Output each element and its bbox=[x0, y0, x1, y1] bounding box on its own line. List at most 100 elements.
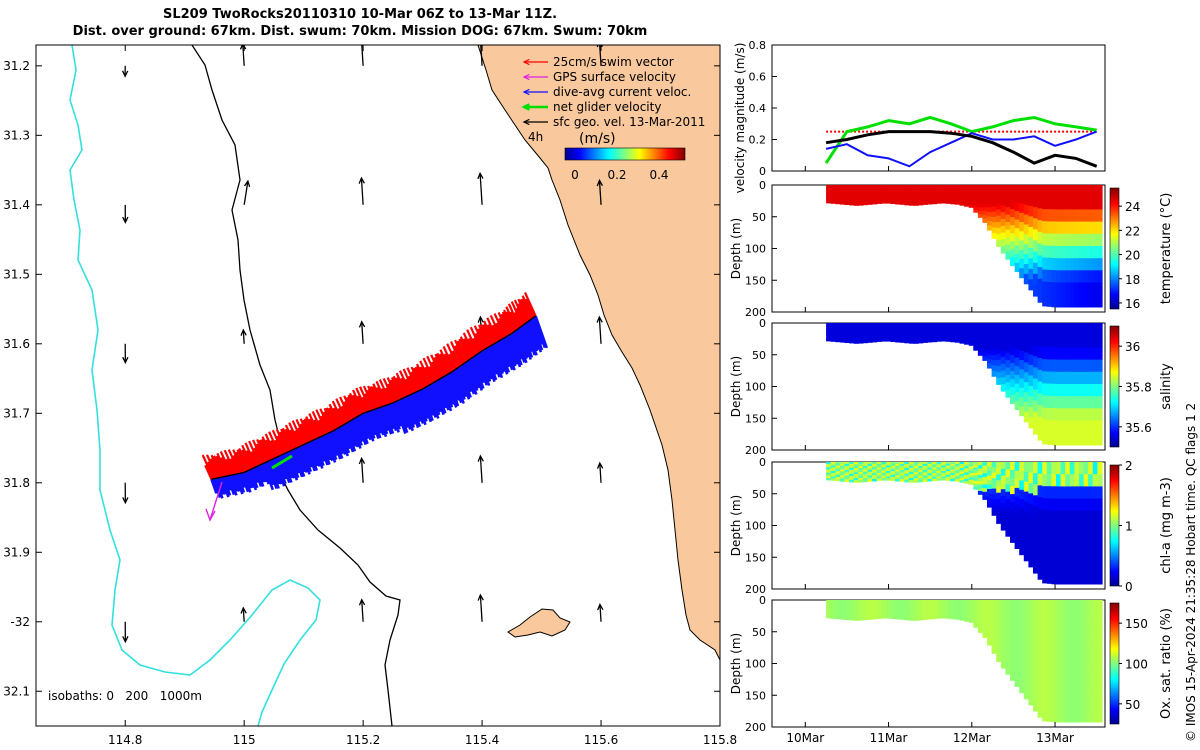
section-cell bbox=[1051, 648, 1057, 662]
section-cell bbox=[1097, 335, 1103, 348]
section-cell bbox=[1033, 389, 1039, 402]
section-cell bbox=[973, 610, 979, 615]
section-cell bbox=[931, 471, 938, 474]
section-cell bbox=[913, 341, 919, 344]
section-cell bbox=[1046, 407, 1052, 421]
section-cell bbox=[927, 473, 933, 476]
section-cell bbox=[991, 195, 997, 202]
section-cell bbox=[867, 332, 873, 336]
section-cell bbox=[1088, 323, 1094, 336]
section-cell bbox=[830, 199, 836, 202]
section-cell bbox=[1065, 185, 1071, 198]
section-cell bbox=[862, 336, 869, 340]
section-cell bbox=[1010, 608, 1016, 617]
section-cell bbox=[1074, 559, 1080, 573]
section-cell bbox=[876, 199, 882, 203]
section-cell bbox=[959, 604, 965, 607]
section-cell bbox=[1019, 350, 1025, 361]
section-cell bbox=[1065, 474, 1071, 487]
section-cell bbox=[904, 198, 910, 202]
section-cell bbox=[908, 612, 915, 615]
section-cell bbox=[996, 480, 1002, 488]
section-cell bbox=[968, 468, 974, 472]
legend-label-3: net glider velocity bbox=[553, 100, 661, 114]
section-cell bbox=[1056, 498, 1062, 512]
section-cell bbox=[954, 467, 961, 471]
section-cell bbox=[950, 467, 956, 471]
section-cell bbox=[913, 199, 919, 202]
section-cell bbox=[899, 611, 905, 614]
section-cell bbox=[899, 196, 905, 199]
section-cell bbox=[1033, 517, 1039, 530]
section-cell bbox=[1060, 661, 1066, 674]
section-3-cb-tick-2: 150 bbox=[1125, 617, 1148, 631]
section-cell bbox=[1046, 534, 1052, 548]
section-cell bbox=[1083, 420, 1089, 434]
section-cell bbox=[1010, 600, 1016, 609]
section-cell bbox=[830, 603, 836, 606]
section-cell bbox=[895, 332, 901, 335]
section-cell bbox=[945, 196, 951, 199]
geo-vector-r0c3 bbox=[480, 45, 483, 66]
section-cell bbox=[950, 192, 956, 195]
section-cell bbox=[996, 240, 1002, 247]
section-cell bbox=[1069, 258, 1075, 271]
section-cell bbox=[945, 326, 951, 330]
section-cell bbox=[927, 605, 933, 609]
section-cell bbox=[931, 616, 938, 620]
section-cell bbox=[1088, 486, 1094, 500]
section-cell bbox=[876, 328, 882, 331]
section-cell bbox=[1069, 547, 1075, 561]
section-cell bbox=[987, 336, 993, 342]
section-cell bbox=[890, 323, 896, 326]
section-cell bbox=[1042, 522, 1048, 536]
section-cell bbox=[1010, 518, 1016, 527]
section-cell bbox=[1033, 251, 1039, 264]
section-cell bbox=[977, 629, 984, 633]
section-cell bbox=[1046, 462, 1052, 475]
section-cell bbox=[1088, 661, 1094, 674]
section-cell bbox=[977, 478, 984, 482]
section-cell bbox=[826, 326, 832, 329]
section-cell bbox=[1005, 622, 1011, 631]
section-cell bbox=[1014, 262, 1020, 272]
section-cell bbox=[1065, 673, 1071, 686]
geo-vector-r1c3 bbox=[479, 173, 483, 205]
section-cell bbox=[876, 324, 882, 328]
section-cell bbox=[1023, 224, 1029, 235]
section-0-y-tick-0: 0 bbox=[759, 179, 766, 192]
swim-vectors bbox=[201, 292, 537, 480]
section-cell bbox=[973, 336, 979, 340]
section-cell bbox=[899, 603, 905, 607]
section-cell bbox=[977, 609, 984, 614]
section-cell bbox=[945, 465, 951, 469]
section-cell bbox=[908, 187, 915, 190]
section-cell bbox=[945, 334, 951, 337]
section-cell bbox=[872, 192, 878, 195]
section-cell bbox=[1023, 411, 1029, 423]
section-cell bbox=[922, 326, 928, 330]
section-cell bbox=[1042, 462, 1048, 475]
section-cell bbox=[1010, 241, 1016, 250]
section-cell bbox=[1023, 185, 1029, 196]
section-cell bbox=[826, 331, 832, 335]
section-cell bbox=[913, 201, 919, 204]
section-cell bbox=[867, 617, 873, 620]
section-cell bbox=[1069, 396, 1075, 409]
section-cell bbox=[1010, 201, 1016, 210]
section-cell bbox=[991, 222, 997, 229]
section-cell bbox=[885, 609, 892, 612]
section-cell bbox=[858, 612, 864, 615]
section-cell bbox=[1051, 294, 1057, 308]
section-cell bbox=[1014, 340, 1020, 350]
section-cell bbox=[1000, 246, 1006, 254]
section-cell bbox=[835, 471, 841, 474]
section-cell bbox=[1019, 526, 1025, 537]
section-cell bbox=[876, 335, 882, 339]
section-cell bbox=[830, 339, 836, 342]
section-cell bbox=[931, 190, 938, 194]
section-cell bbox=[922, 185, 928, 188]
section-cell bbox=[1033, 400, 1039, 413]
section-cell bbox=[941, 469, 947, 472]
section-cell bbox=[964, 327, 970, 330]
